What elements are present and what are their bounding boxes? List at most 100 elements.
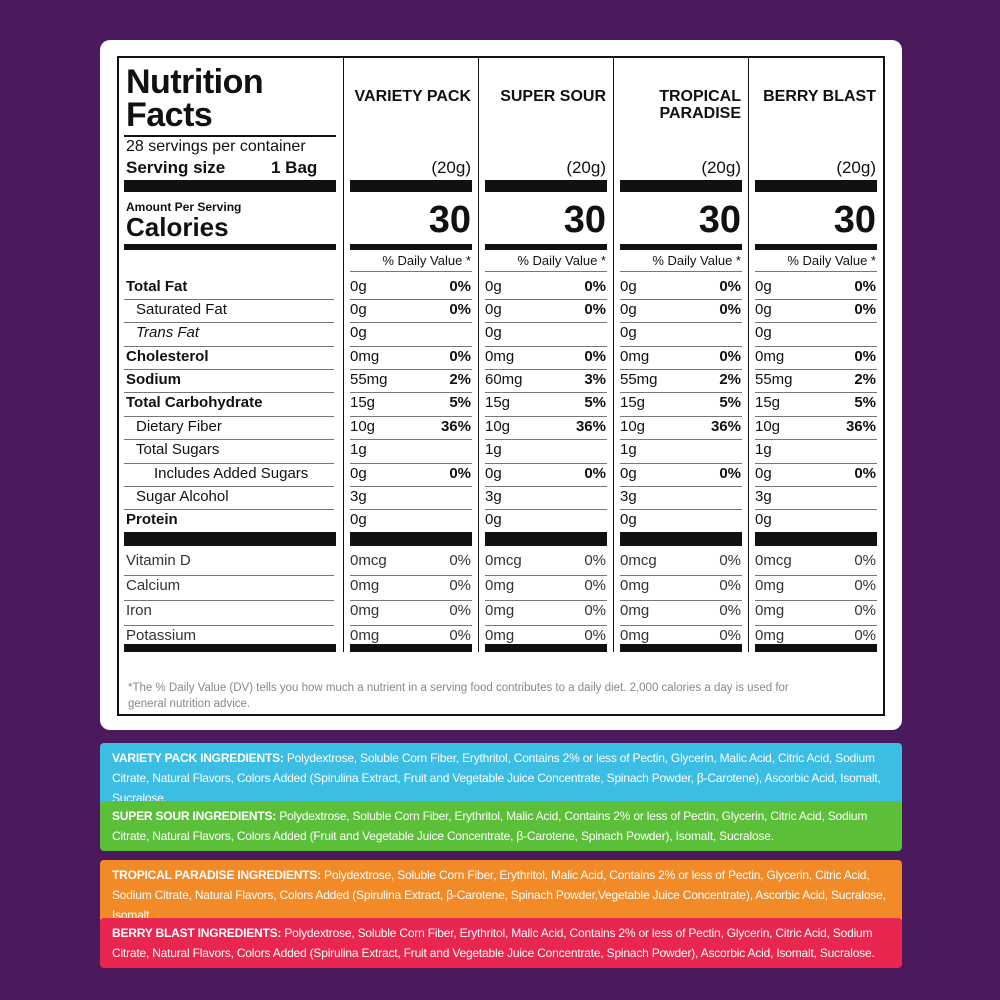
amount-total-sugars: 1g	[350, 441, 367, 458]
amount-iron: 0mg	[755, 602, 785, 619]
row-divider	[350, 600, 472, 601]
row-divider	[350, 575, 472, 576]
amount-cholesterol: 0mg	[620, 348, 650, 365]
dv-added-sugars: 0%	[584, 465, 606, 482]
amount-sugar-alcohol: 3g	[485, 488, 502, 505]
dv-cholesterol: 0%	[719, 348, 741, 365]
amount-vitamin-d: 0mcg	[755, 552, 792, 569]
dv-calcium: 0%	[719, 577, 741, 594]
row-divider	[485, 346, 607, 347]
amount-added-sugars: 0g	[485, 465, 502, 482]
row-divider	[350, 486, 472, 487]
product-column: Berry Blast (20g) 30 % Daily Value * 0g 0% 0g 0…	[748, 58, 883, 652]
dv-total-carb: 5%	[854, 394, 876, 411]
daily-value-footnote: *The % Daily Value (DV) tells you how mu…	[128, 682, 789, 710]
serving-size-value: 1 Bag	[271, 158, 318, 177]
dv-added-sugars: 0%	[854, 465, 876, 482]
amount-calcium: 0mg	[350, 577, 380, 594]
row-divider	[124, 486, 334, 487]
calories-value: 30	[833, 199, 876, 241]
row-divider	[755, 486, 877, 487]
row-divider	[485, 486, 607, 487]
row-divider	[485, 600, 607, 601]
medium-divider	[755, 244, 877, 250]
thick-divider-vitamins	[620, 532, 742, 546]
thick-divider-vitamins	[124, 532, 336, 546]
dv-vitamin-d: 0%	[854, 552, 876, 569]
row-divider	[350, 299, 472, 300]
amount-protein: 0g	[350, 511, 367, 528]
amount-total-sugars: 1g	[620, 441, 637, 458]
bottom-divider	[485, 644, 607, 652]
bottom-divider	[620, 644, 742, 652]
dv-saturated-fat: 0%	[719, 301, 741, 318]
dv-dietary-fiber: 36%	[440, 418, 471, 435]
row-divider	[124, 625, 334, 626]
product-name: Berry Blast	[763, 88, 876, 105]
row-divider	[485, 575, 607, 576]
row-divider	[485, 299, 607, 300]
dv-total-carb: 5%	[449, 394, 471, 411]
amount-dietary-fiber: 10g	[620, 418, 646, 435]
amount-potassium: 0mg	[485, 627, 515, 644]
amount-dietary-fiber: 10g	[755, 418, 781, 435]
label-protein: Protein	[126, 511, 178, 528]
amount-sugar-alcohol: 3g	[350, 488, 367, 505]
row-divider	[755, 439, 877, 440]
medium-divider	[350, 244, 472, 250]
amount-trans-fat: 0g	[620, 324, 637, 341]
thick-divider	[485, 180, 607, 192]
label-trans-fat: Trans Fat	[136, 324, 200, 341]
amount-sodium: 60mg	[485, 371, 523, 388]
dv-sodium: 2%	[854, 371, 876, 388]
nutrition-facts-panel: Nutrition Facts 28 servings per containe…	[117, 56, 885, 716]
dv-added-sugars: 0%	[719, 465, 741, 482]
amount-total-fat: 0g	[755, 278, 772, 295]
amount-sodium: 55mg	[350, 371, 388, 388]
amount-cholesterol: 0mg	[755, 348, 785, 365]
nutrition-title: Nutrition Facts	[126, 63, 264, 134]
row-divider	[485, 625, 607, 626]
row-divider	[350, 346, 472, 347]
ingredients-text: Polydextrose, Soluble Corn Fiber, Erythr…	[112, 751, 881, 805]
row-divider	[350, 271, 472, 272]
row-divider	[124, 392, 334, 393]
dv-cholesterol: 0%	[449, 348, 471, 365]
thick-divider-vitamins	[350, 532, 472, 546]
dv-cholesterol: 0%	[584, 348, 606, 365]
amount-total-carb: 15g	[620, 394, 646, 411]
dv-saturated-fat: 0%	[584, 301, 606, 318]
label-calcium: Calcium	[126, 577, 181, 594]
amount-dietary-fiber: 10g	[350, 418, 376, 435]
row-divider	[124, 369, 334, 370]
nutrition-facts-card: Nutrition Facts 28 servings per containe…	[100, 40, 902, 730]
calories-value: 30	[428, 199, 471, 241]
dv-vitamin-d: 0%	[449, 552, 471, 569]
amount-protein: 0g	[755, 511, 772, 528]
amount-protein: 0g	[620, 511, 637, 528]
dv-dietary-fiber: 36%	[710, 418, 741, 435]
amount-calcium: 0mg	[485, 577, 515, 594]
dv-calcium: 0%	[584, 577, 606, 594]
servings-per-container: 28 servings per container	[126, 138, 306, 155]
dv-dietary-fiber: 36%	[575, 418, 606, 435]
label-cholesterol: Cholesterol	[126, 348, 209, 365]
amount-dietary-fiber: 10g	[485, 418, 511, 435]
label-total-carb: Total Carbohydrate	[126, 394, 263, 411]
dv-vitamin-d: 0%	[719, 552, 741, 569]
label-iron: Iron	[126, 602, 152, 619]
dv-iron: 0%	[719, 602, 741, 619]
ingredients-panel: SUPER SOUR INGREDIENTS: Polydextrose, So…	[100, 801, 902, 851]
amount-total-carb: 15g	[350, 394, 376, 411]
dv-total-fat: 0%	[719, 278, 741, 295]
thick-divider	[620, 180, 742, 192]
amount-added-sugars: 0g	[755, 465, 772, 482]
row-divider	[124, 346, 334, 347]
label-dietary-fiber: Dietary Fiber	[136, 418, 222, 435]
amount-vitamin-d: 0mcg	[350, 552, 387, 569]
row-divider	[620, 416, 742, 417]
daily-value-header: % Daily Value *	[652, 253, 741, 268]
thick-divider-vitamins	[485, 532, 607, 546]
dv-total-carb: 5%	[584, 394, 606, 411]
row-divider	[755, 625, 877, 626]
